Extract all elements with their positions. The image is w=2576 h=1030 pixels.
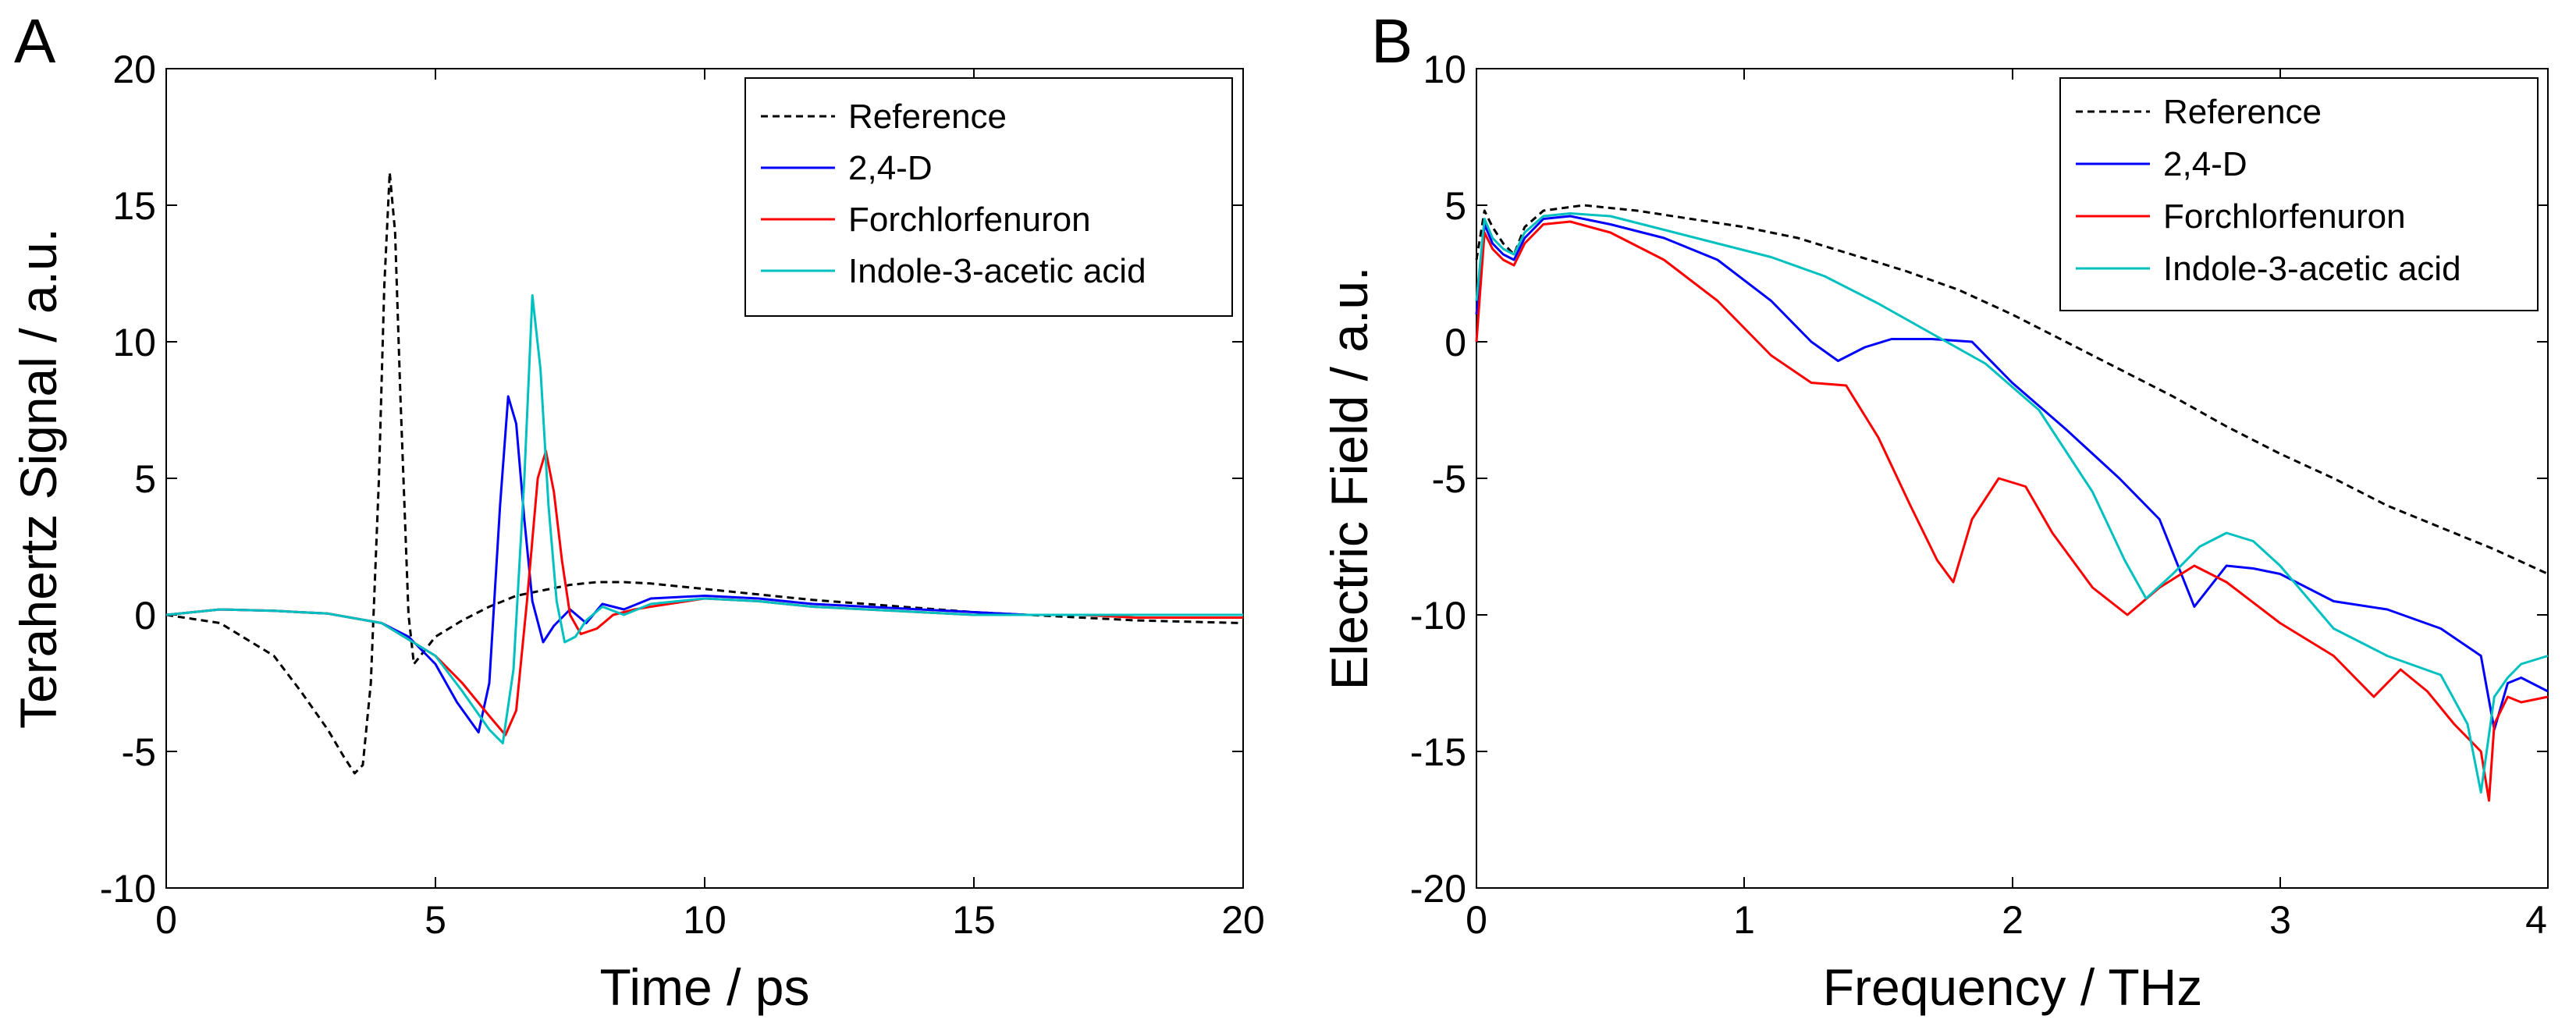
- panel-b-series-indole-3-acetic-acid: [1475, 212, 2549, 794]
- panel-b-ytick-label: -10: [1410, 594, 1466, 638]
- panel-a-y-ticks: -10 -5 0 5 10 15 20: [100, 48, 1243, 911]
- panel-b-x-ticks: 0 1 2 3 4: [1466, 69, 2547, 942]
- legend-label-indole-3-acetic-acid: Indole-3-acetic acid: [2163, 250, 2461, 288]
- panel-b-x-axis-title: Frequency / THz: [1823, 958, 2203, 1016]
- panel-b-y-ticks: -20 -15 -10 -5 0 5 10: [1410, 48, 2548, 911]
- panel-b-ytick-label: -5: [1432, 457, 1466, 501]
- panel-b-legend: Reference 2,4-D Forchlorfenuron Indole-3…: [2059, 77, 2539, 311]
- panel-a-ytick-label: 10: [112, 321, 156, 364]
- panel-a-legend: Reference 2,4-D Forchlorfenuron Indole-3…: [744, 77, 1233, 317]
- panel-b-xtick-label: 0: [1466, 898, 1487, 942]
- panel-a-ytick-label: 0: [134, 594, 156, 638]
- panel-a-xtick-label: 20: [1221, 898, 1265, 942]
- panel-b-ytick-label: -15: [1410, 730, 1466, 774]
- legend-label-reference: Reference: [2163, 93, 2322, 131]
- legend-label-2-4-d: 2,4-D: [2163, 145, 2247, 183]
- panel-b-xtick-label: 4: [2525, 898, 2547, 942]
- panel-a-y-axis-title: Terahertz Signal / a.u.: [9, 228, 67, 729]
- panel-b-ytick-label: 0: [1444, 321, 1466, 364]
- panel-b-ytick-label: 10: [1423, 48, 1466, 91]
- panel-b-y-axis-title: Electric Field / a.u.: [1320, 267, 1378, 691]
- legend-label-2-4-d: 2,4-D: [848, 149, 933, 187]
- panel-a-ytick-label: 20: [112, 48, 156, 91]
- panel-b-ytick-label: -20: [1410, 867, 1466, 911]
- legend-label-forchlorfenuron: Forchlorfenuron: [848, 201, 1091, 239]
- panel-a-series-group: [165, 171, 1244, 775]
- panel-b-legend-box: [2059, 77, 2539, 311]
- panel-a-x-ticks: 0 5 10 15 20: [155, 69, 1265, 942]
- panel-b-series-2-4-d: [1475, 215, 2549, 731]
- legend-label-forchlorfenuron: Forchlorfenuron: [2163, 197, 2406, 236]
- panel-a-xtick-label: 5: [425, 898, 446, 942]
- panel-a-letter: A: [14, 6, 56, 76]
- panel-a-series-indole-3-acetic-acid: [165, 294, 1243, 744]
- panel-a-series-reference: [165, 171, 1244, 775]
- panel-a-xtick-label: 15: [952, 898, 996, 942]
- panel-a-ytick-label: -10: [100, 867, 156, 911]
- panel-b-xtick-label: 3: [2269, 898, 2291, 942]
- legend-label-reference: Reference: [848, 98, 1007, 136]
- panel-a-xtick-label: 10: [683, 898, 727, 942]
- panel-b-xtick-label: 1: [1733, 898, 1755, 942]
- panel-a-xtick-label: 0: [155, 898, 177, 942]
- panel-b-ytick-label: 5: [1444, 184, 1466, 228]
- panel-a-ytick-label: 5: [134, 457, 156, 501]
- panel-a-ytick-label: 15: [112, 184, 156, 228]
- panel-a: A -10 -5 0 5 10 15 20: [9, 6, 1265, 1016]
- panel-a-legend-box: [744, 77, 1233, 317]
- panel-a-x-axis-title: Time / ps: [600, 958, 810, 1016]
- panel-b-series-forchlorfenuron: [1475, 220, 2549, 802]
- panel-b-series-group: [1475, 204, 2549, 802]
- panel-a-ytick-label: -5: [122, 730, 156, 774]
- panel-b-xtick-label: 2: [2002, 898, 2023, 942]
- legend-label-indole-3-acetic-acid: Indole-3-acetic acid: [848, 252, 1146, 290]
- panel-b-letter: B: [1371, 6, 1412, 76]
- panel-b: B -20 -15 -10 -5 0 5 10: [1320, 6, 2549, 1016]
